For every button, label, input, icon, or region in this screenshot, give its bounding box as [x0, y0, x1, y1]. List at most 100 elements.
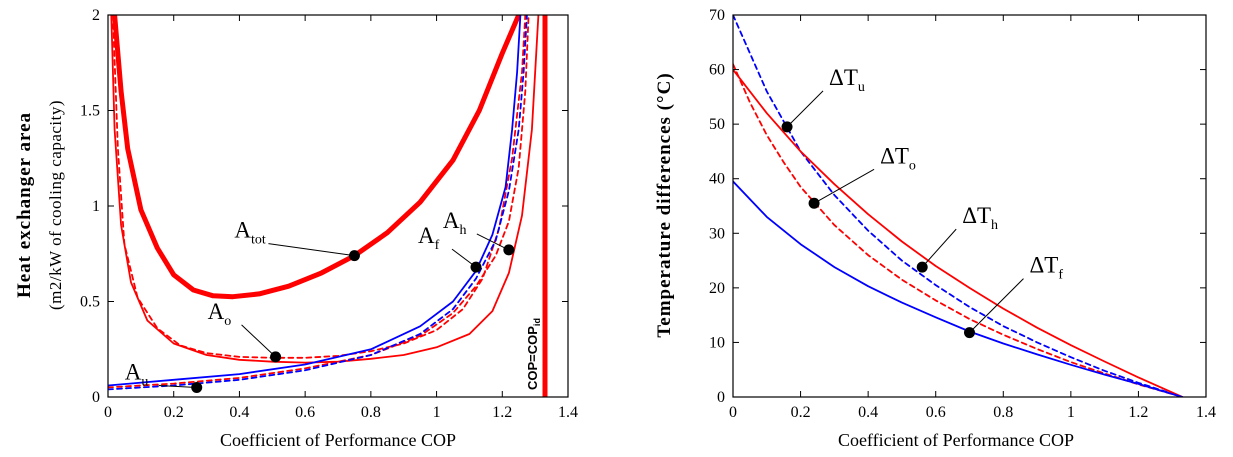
left-y-axis-label-sub: (m2/kW of cooling capacity): [46, 100, 65, 310]
left-y-tick-label: 0: [92, 389, 100, 406]
right-annotation-label: ΔTu: [829, 65, 865, 95]
right-annotation-label-sub: h: [991, 218, 998, 233]
left-vertical-line-group: COP=COPid: [525, 15, 548, 397]
left-annotation-leader: [158, 384, 197, 388]
left-annotation-label-main: A: [418, 223, 435, 248]
left-x-tick-label: 0.6: [295, 404, 315, 421]
right-x-tick-label: 0: [729, 404, 737, 421]
right-annotation-marker: [964, 327, 975, 339]
right-x-tick-label: 0.2: [791, 404, 811, 421]
right-y-tick-label: 70: [709, 7, 725, 24]
right-x-tick-label: 0.4: [858, 404, 878, 421]
right-x-tick-label: 1.4: [1196, 404, 1216, 421]
right-x-tick-label: 0.8: [993, 404, 1013, 421]
left-x-tick-label: 0: [104, 404, 112, 421]
right-series-line-delta-Tf: [733, 180, 1184, 397]
right-plot-frame: [732, 14, 1207, 398]
left-annotation-leader: [476, 233, 510, 251]
left-annotation-leader: [268, 243, 355, 257]
right-series-line-delta-Tu: [733, 15, 1184, 397]
right-annotation-label: ΔTf: [1030, 253, 1064, 283]
right-annotation-label-main: ΔT: [829, 65, 858, 90]
right-y-tick-label: 0: [717, 389, 725, 406]
right-x-axis-label: Coefficient of Performance COP: [838, 430, 1074, 450]
right-annotation-label-sub: u: [858, 80, 865, 95]
left-series-line-Af: [108, 15, 522, 387]
left-annotation-label-sub: f: [435, 238, 440, 253]
left-annotation-marker: [270, 351, 282, 363]
right-x-tick-label: 1: [1067, 404, 1075, 421]
left-x-tick-label: 1: [433, 404, 441, 421]
left-y-tick-label: 0.5: [80, 294, 100, 311]
right-annotation-label-sub: o: [909, 158, 916, 173]
right-series-group: [733, 15, 1184, 397]
left-series-line-Ah: [108, 15, 530, 389]
cop-id-label: COP=COPid: [525, 318, 542, 390]
left-series-group: [108, 15, 540, 391]
left-annotation-label: Af: [418, 223, 440, 253]
left-annotation-label-sub: o: [224, 314, 231, 329]
left-x-tick-label: 0.4: [229, 404, 249, 421]
left-x-axis-label: Coefficient of Performance COP: [220, 430, 456, 450]
left-annotation-label-sub: tot: [251, 233, 266, 248]
left-annotation-label-main: A: [125, 359, 142, 384]
left-annotation-label: Ah: [443, 208, 467, 238]
left-x-tick-label: 0.2: [164, 404, 184, 421]
right-series-line-delta-To: [733, 63, 1184, 397]
left-annotation-label-main: A: [234, 218, 251, 243]
left-series-line-unlabeled-2: [112, 15, 527, 359]
left-annotation-marker: [503, 244, 515, 256]
left-annotation-marker: [470, 261, 482, 273]
right-annotation-marker: [808, 197, 820, 209]
right-y-axis-label-main: Temperature differences (°C): [654, 72, 675, 337]
right-annotation-label-main: ΔT: [1030, 253, 1059, 278]
left-annotation-label-main: A: [208, 299, 225, 324]
right-annotation-label-main: ΔT: [962, 203, 991, 228]
right-annotation-leader: [813, 168, 875, 204]
left-y-tick-label: 2: [92, 7, 100, 24]
left-annotation-label: Au: [125, 359, 149, 389]
right-y-tick-label: 30: [709, 225, 725, 242]
right-annotation-label: ΔTh: [962, 203, 998, 233]
left-y-tick-label: 1.5: [80, 103, 100, 120]
left-series-line-Ao: [110, 15, 540, 364]
left-ticks-group: 0 0.2 0.4 0.6 0.8 1 1.2 1.4 0 0.5 1 1.5 2: [80, 7, 578, 421]
left-annotation-label-sub: u: [141, 374, 148, 389]
left-series-line-Au: [108, 15, 528, 391]
left-annotation-label: Ao: [208, 299, 232, 329]
right-y-tick-label: 50: [709, 116, 725, 133]
cop-id-label-sub: id: [532, 318, 542, 326]
left-annotation-marker: [191, 381, 203, 393]
right-annotation-leader: [921, 228, 957, 268]
left-annotation-label: Atot: [234, 218, 266, 248]
right-annotation-label-main: ΔT: [880, 143, 909, 168]
right-x-tick-label: 0.6: [926, 404, 946, 421]
left-series-line-Atot: [112, 15, 522, 300]
right-annotation-leader: [969, 278, 1024, 333]
left-annotation-marker: [348, 250, 360, 262]
right-y-tick-label: 20: [709, 280, 725, 297]
right-annotation-leader: [786, 90, 824, 128]
left-x-tick-label: 1.4: [558, 404, 578, 421]
right-annotation-label: ΔTo: [880, 143, 916, 173]
right-y-tick-label: 60: [709, 62, 725, 79]
right-ticks-group: 0 0.2 0.4 0.6 0.8 1 1.2 1.4 0 10 20 30 40 50 60 70: [709, 7, 1216, 421]
right-y-tick-label: 10: [709, 334, 725, 351]
right-annotation-marker: [781, 121, 793, 133]
right-series-line-delta-Th: [733, 68, 1184, 397]
left-annotation-label-main: A: [443, 208, 460, 233]
cop-id-label-main: COP=COP: [525, 326, 540, 390]
right-y-tick-label: 40: [709, 171, 725, 188]
left-chart: COP=COPid 0 0.2 0.4 0.6 0.8 1 1.2 1.400.511.52 …: [14, 7, 578, 450]
right-annotation-marker: [916, 261, 928, 273]
left-annotation-label-sub: h: [459, 223, 466, 238]
left-y-tick-label: 1: [92, 198, 100, 215]
right-annotation-label-sub: f: [1058, 268, 1063, 283]
left-y-axis-label-main: Heat exchanger area: [14, 112, 35, 298]
left-plot-frame: [107, 14, 569, 398]
right-x-tick-label: 1.2: [1128, 404, 1148, 421]
